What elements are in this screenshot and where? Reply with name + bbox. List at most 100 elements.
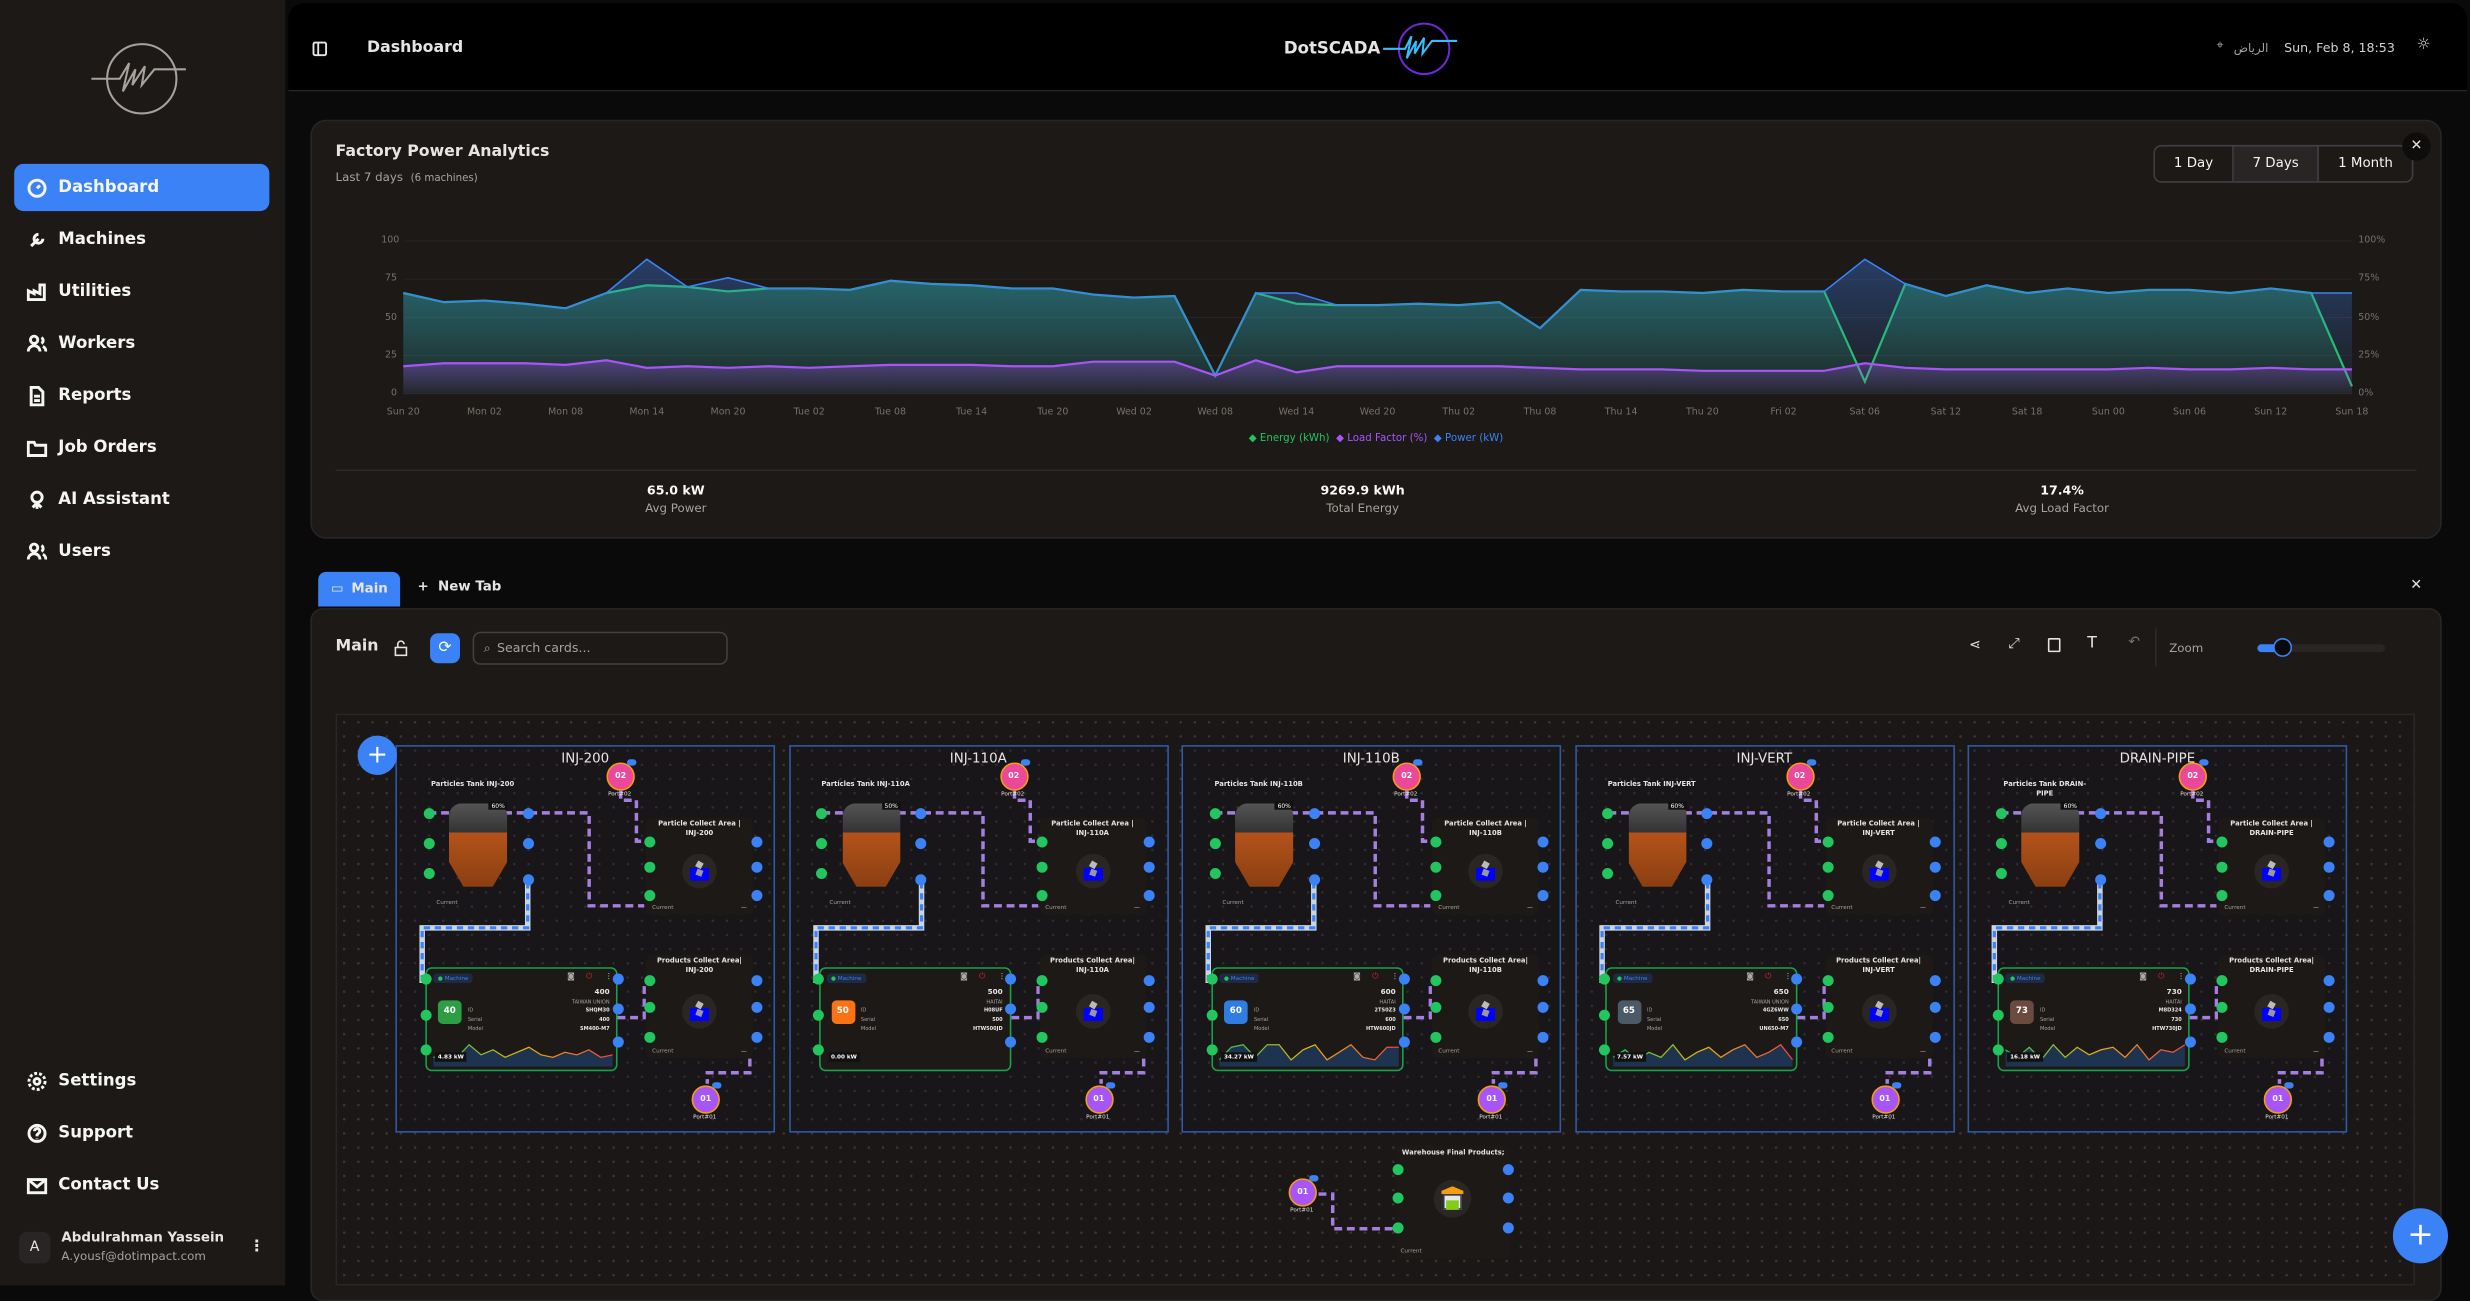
connection-handle[interactable] <box>1143 1032 1155 1044</box>
expand-icon[interactable]: ⤢ <box>2008 636 2020 653</box>
port-node[interactable]: 02 <box>606 762 635 791</box>
port-node[interactable]: 02 <box>2178 762 2207 791</box>
connection-handle[interactable] <box>1308 807 1320 819</box>
connection-handle[interactable] <box>1308 873 1320 885</box>
connection-handle[interactable] <box>750 860 762 872</box>
connection-handle[interactable] <box>1205 1008 1217 1021</box>
zoom-slider[interactable] <box>2257 637 2386 657</box>
connection-handle[interactable] <box>2322 836 2334 848</box>
machine-card[interactable]: ● Machine ◙ ⏻ ⋮ 60 ID Serial Model 600 HAITAI 2TS0… <box>1211 967 1404 1072</box>
more-icon[interactable]: ⋮ <box>997 971 1006 982</box>
connection-handle[interactable] <box>1205 972 1217 984</box>
close-tabs-button[interactable]: ✕ <box>2410 578 2423 594</box>
connection-handle[interactable] <box>1036 860 1048 872</box>
machine-group-inj-200[interactable]: INJ-200 Particles Tank INJ-200 60% Current 0… <box>395 745 776 1133</box>
connection-handle[interactable] <box>1036 1032 1048 1044</box>
sidebar-item-users[interactable]: Users <box>14 528 269 575</box>
connection-handle[interactable] <box>1502 1163 1514 1175</box>
particle-tank[interactable] <box>841 803 901 887</box>
connection-handle[interactable] <box>816 867 828 879</box>
connection-handle[interactable] <box>1995 837 2007 849</box>
camera-icon[interactable]: ◙ <box>2139 971 2147 982</box>
connection-handle[interactable] <box>1391 1221 1403 1233</box>
connection-handle[interactable] <box>1536 836 1548 848</box>
port-node[interactable]: 01 <box>1870 1085 1900 1114</box>
connection-handle[interactable] <box>1701 873 1713 885</box>
machine-card[interactable]: ● Machine ◙ ⏻ ⋮ 50 ID Serial Model 500 HAITAI H08U… <box>818 967 1011 1072</box>
connection-handle[interactable] <box>1209 837 1221 849</box>
camera-icon[interactable]: ◙ <box>1746 971 1754 982</box>
connection-handle[interactable] <box>1602 867 1614 879</box>
collect-area-node[interactable]: Products Collect Area| DRAIN-PIPE Current — <box>2218 954 2326 1059</box>
undo-icon[interactable]: ↶ <box>2128 634 2141 651</box>
theme-sun-icon[interactable]: ☼ <box>2416 36 2431 54</box>
connection-handle[interactable] <box>1502 1191 1514 1203</box>
connection-handle[interactable] <box>2322 1032 2334 1044</box>
share-icon[interactable]: ⋖ <box>1969 637 1982 654</box>
sidebar-item-machines[interactable]: Machines <box>14 216 269 263</box>
connection-handle[interactable] <box>1005 1002 1017 1014</box>
connection-handle[interactable] <box>1536 1032 1548 1044</box>
machine-group-inj-vert[interactable]: INJ-VERT Particles Tank INJ-VERT 60% Curren… <box>1574 745 1955 1133</box>
connection-handle[interactable] <box>750 975 762 987</box>
sidebar-item-job-orders[interactable]: Job Orders <box>14 424 269 471</box>
connection-handle[interactable] <box>643 975 655 987</box>
particle-tank[interactable] <box>2021 803 2080 887</box>
text-icon[interactable]: T <box>2087 634 2097 653</box>
sidebar-item-utilities[interactable]: Utilities <box>14 268 269 315</box>
connection-handle[interactable] <box>1143 836 1155 848</box>
more-icon[interactable]: ⋮ <box>1784 971 1792 982</box>
connection-handle[interactable] <box>1602 807 1614 819</box>
connection-handle[interactable] <box>750 1032 762 1044</box>
connection-handle[interactable] <box>1929 890 1941 902</box>
connection-handle[interactable] <box>612 1035 624 1047</box>
connection-handle[interactable] <box>915 807 927 819</box>
power-icon[interactable]: ⏻ <box>2158 971 2165 982</box>
sidebar-item-settings[interactable]: Settings <box>14 1057 269 1104</box>
connection-handle[interactable] <box>1502 1221 1514 1233</box>
connection-handle[interactable] <box>1929 975 1941 987</box>
connection-handle[interactable] <box>1005 1035 1017 1047</box>
connection-handle[interactable] <box>1602 837 1614 849</box>
connection-handle[interactable] <box>1536 860 1548 872</box>
sidebar-item-support[interactable]: Support <box>14 1109 269 1156</box>
connection-handle[interactable] <box>1429 860 1441 872</box>
connection-handle[interactable] <box>812 1043 824 1055</box>
machine-group-inj-110b[interactable]: INJ-110B Particles Tank INJ-110B 60% Curren… <box>1181 745 1562 1133</box>
connection-handle[interactable] <box>1209 807 1221 819</box>
connection-handle[interactable] <box>750 836 762 848</box>
collect-area-node[interactable]: Particle Collect Area | DRAIN-PIPE Current… <box>2218 817 2326 916</box>
power-icon[interactable]: ⏻ <box>1765 971 1772 982</box>
connection-handle[interactable] <box>419 1043 431 1055</box>
connection-handle[interactable] <box>1429 836 1441 848</box>
connection-handle[interactable] <box>2215 1001 2227 1013</box>
range-7-days[interactable]: 7 Days <box>2233 146 2320 182</box>
connection-handle[interactable] <box>812 1008 824 1021</box>
sidebar-toggle-icon[interactable] <box>312 41 328 57</box>
connection-handle[interactable] <box>2184 1035 2196 1047</box>
connection-handle[interactable] <box>1991 1043 2003 1055</box>
connection-handle[interactable] <box>2322 975 2334 987</box>
connection-handle[interactable] <box>1429 890 1441 902</box>
range-1-day[interactable]: 1 Day <box>2155 146 2234 182</box>
connection-handle[interactable] <box>1209 867 1221 879</box>
connection-handle[interactable] <box>1143 975 1155 987</box>
port-node[interactable]: 01 <box>691 1085 720 1114</box>
collect-area-node[interactable]: Products Collect Area| INJ-110A Current — <box>1038 954 1147 1059</box>
connection-handle[interactable] <box>1791 1035 1803 1047</box>
connection-handle[interactable] <box>2322 1001 2334 1013</box>
collect-area-node[interactable]: Products Collect Area| INJ-VERT Current — <box>1824 954 1933 1059</box>
connection-handle[interactable] <box>1005 972 1017 984</box>
connection-handle[interactable] <box>1929 1001 1941 1013</box>
connection-handle[interactable] <box>1143 860 1155 872</box>
connection-handle[interactable] <box>1822 1001 1834 1013</box>
connection-handle[interactable] <box>1536 890 1548 902</box>
connection-handle[interactable] <box>1822 890 1834 902</box>
add-node-button[interactable]: + <box>357 735 397 776</box>
legend-power[interactable]: ◆ Power (kW) <box>1433 431 1504 445</box>
flow-canvas[interactable]: + INJ-200 Particles Tank INJ-200 60% Curren… <box>335 713 2415 1286</box>
connection-handle[interactable] <box>1822 1032 1834 1044</box>
connection-handle[interactable] <box>1536 1001 1548 1013</box>
connection-handle[interactable] <box>2094 837 2106 849</box>
zoom-thumb[interactable] <box>2273 637 2293 657</box>
